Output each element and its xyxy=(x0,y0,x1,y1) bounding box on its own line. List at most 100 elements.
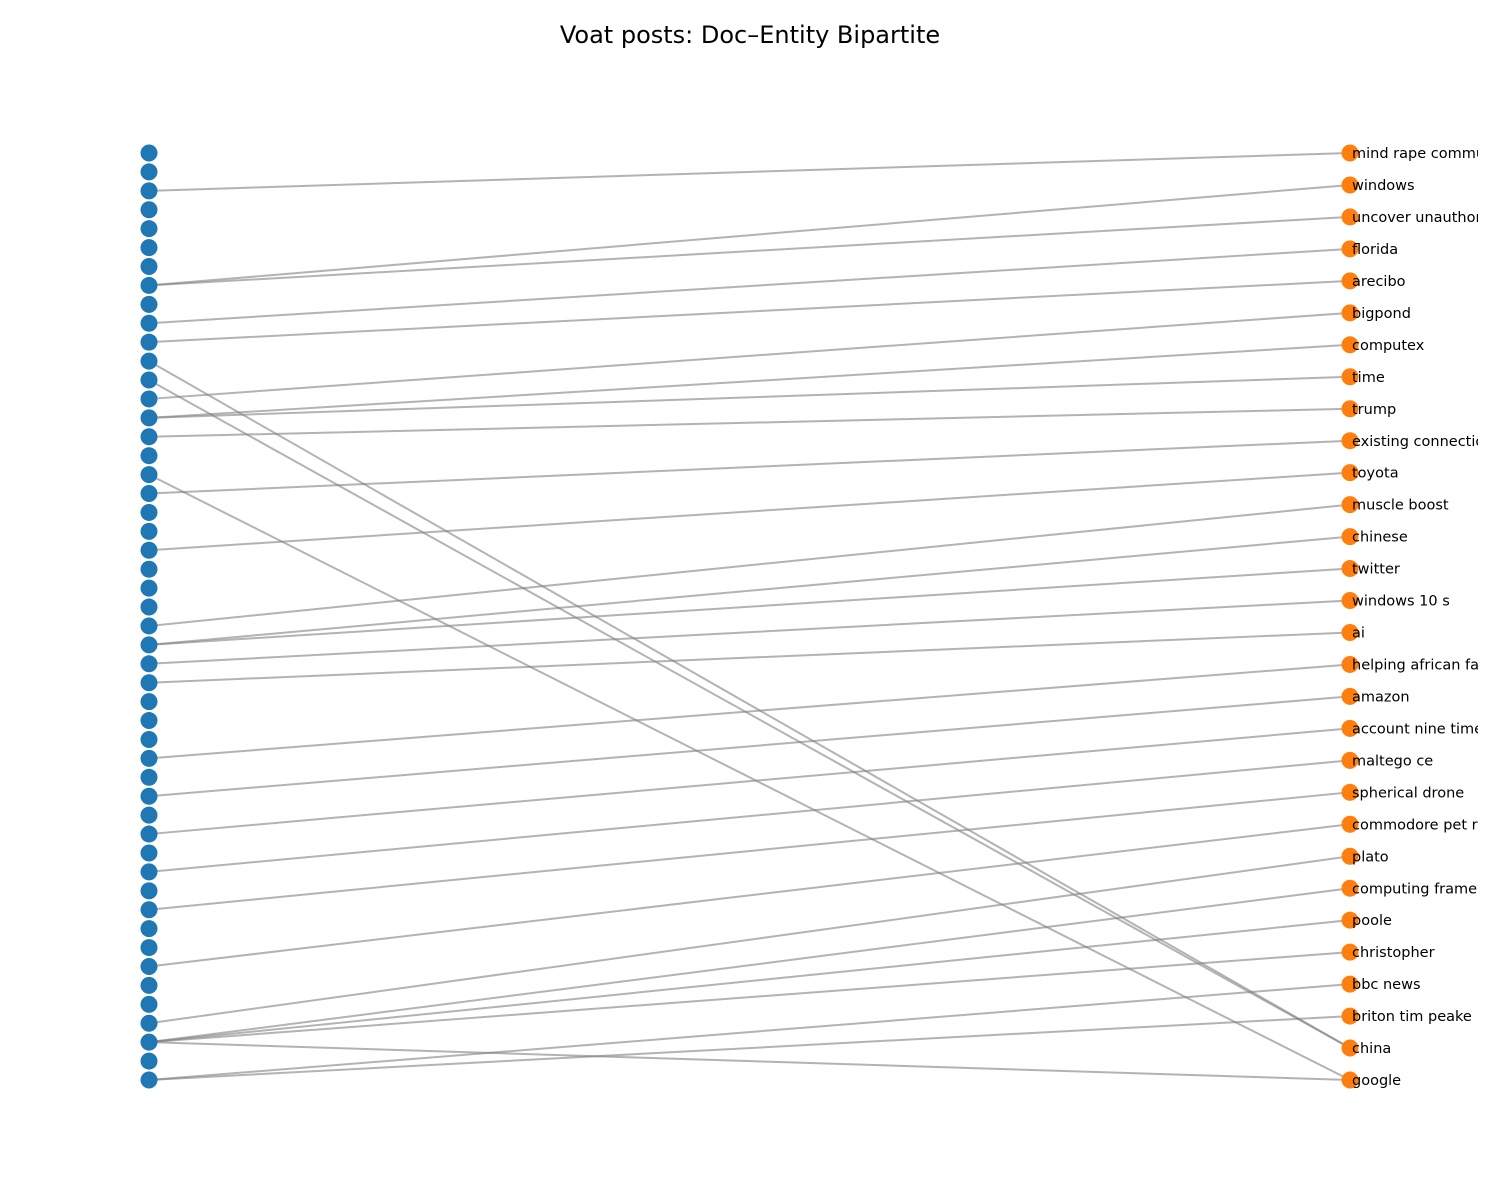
entity-node xyxy=(1341,272,1359,290)
entity-label: florida xyxy=(1352,242,1398,258)
doc-node xyxy=(140,560,158,578)
doc-node xyxy=(140,371,158,389)
edge xyxy=(148,360,1351,1049)
entity-label: trump xyxy=(1352,402,1396,418)
entity-node xyxy=(1341,975,1359,993)
doc-node xyxy=(140,901,158,919)
entity-node xyxy=(1341,911,1359,929)
doc-node xyxy=(140,390,158,408)
doc-node xyxy=(140,447,158,465)
doc-node xyxy=(140,1071,158,1089)
entity-label: spherical drone xyxy=(1352,785,1464,801)
doc-node xyxy=(140,920,158,938)
entity-label: ai xyxy=(1352,626,1365,642)
entity-node xyxy=(1341,655,1359,673)
entity-node xyxy=(1341,208,1359,226)
entity-label: bbc news xyxy=(1352,977,1421,993)
doc-node xyxy=(140,522,158,540)
entity-label: mind rape community xyxy=(1352,146,1500,162)
entity-label: bigpond xyxy=(1352,306,1411,322)
entity-node xyxy=(1341,783,1359,801)
entity-node xyxy=(1341,751,1359,769)
edge xyxy=(148,727,1351,836)
entity-label: twitter xyxy=(1352,562,1400,578)
doc-node xyxy=(140,409,158,427)
doc-node xyxy=(140,976,158,994)
edge xyxy=(148,375,1351,419)
doc-node xyxy=(140,352,158,370)
entity-label: muscle boost xyxy=(1352,498,1449,514)
edge-layer xyxy=(148,152,1351,1081)
graph-title: Voat posts: Doc–Entity Bipartite xyxy=(560,21,940,49)
entity-label: uncover unauthorized xyxy=(1352,210,1500,226)
entity-node xyxy=(1341,879,1359,897)
doc-node xyxy=(140,882,158,900)
entity-label: windows 10 s xyxy=(1352,594,1450,610)
edge xyxy=(148,663,1351,760)
doc-node xyxy=(140,144,158,162)
entity-label: amazon xyxy=(1352,689,1410,705)
doc-node xyxy=(140,485,158,503)
edge xyxy=(148,599,1351,665)
entity-node xyxy=(1341,496,1359,514)
doc-node xyxy=(140,1052,158,1070)
doc-node xyxy=(140,863,158,881)
edge xyxy=(148,1041,1351,1081)
entity-node xyxy=(1341,1039,1359,1057)
doc-node xyxy=(140,712,158,730)
edge xyxy=(148,759,1351,873)
edge xyxy=(148,919,1351,1044)
entity-label: time xyxy=(1352,370,1385,386)
doc-node xyxy=(140,428,158,446)
entity-node xyxy=(1341,400,1359,418)
edge xyxy=(148,247,1351,325)
doc-node xyxy=(140,1033,158,1051)
entity-label: account nine times xyxy=(1352,721,1491,737)
doc-node xyxy=(140,995,158,1013)
doc-node-layer xyxy=(140,144,158,1089)
entity-label: china xyxy=(1352,1041,1391,1057)
doc-node xyxy=(140,957,158,975)
doc-node xyxy=(140,825,158,843)
doc-node xyxy=(140,276,158,294)
doc-node xyxy=(140,503,158,521)
entity-node xyxy=(1341,623,1359,641)
edge xyxy=(148,183,1351,287)
entity-label: arecibo xyxy=(1352,274,1406,290)
doc-node xyxy=(140,163,158,181)
edge xyxy=(148,823,1351,968)
entity-label: plato xyxy=(1352,849,1389,865)
entity-node xyxy=(1341,719,1359,737)
doc-node xyxy=(140,333,158,351)
doc-node xyxy=(140,730,158,748)
doc-node xyxy=(140,466,158,484)
doc-node xyxy=(140,617,158,635)
entity-label: chinese xyxy=(1352,530,1408,546)
doc-node xyxy=(140,295,158,313)
doc-node xyxy=(140,939,158,957)
edge xyxy=(148,407,1351,438)
entity-node xyxy=(1341,240,1359,258)
edge xyxy=(148,379,1351,1049)
edge xyxy=(148,631,1351,684)
edge xyxy=(148,152,1351,192)
edge xyxy=(148,473,1351,1081)
entity-node xyxy=(1341,528,1359,546)
doc-node xyxy=(140,844,158,862)
entity-node xyxy=(1341,464,1359,482)
doc-node xyxy=(140,201,158,219)
doc-node xyxy=(140,693,158,711)
edge xyxy=(148,983,1351,1081)
edge xyxy=(148,471,1351,552)
doc-node xyxy=(140,787,158,805)
doc-node xyxy=(140,806,158,824)
edge xyxy=(148,535,1351,646)
doc-node xyxy=(140,239,158,257)
edge xyxy=(148,439,1351,495)
entity-label: existing connection xyxy=(1352,434,1493,450)
doc-node xyxy=(140,1014,158,1032)
entity-node xyxy=(1341,336,1359,354)
entity-label: google xyxy=(1352,1073,1401,1089)
entity-node xyxy=(1341,1071,1359,1089)
